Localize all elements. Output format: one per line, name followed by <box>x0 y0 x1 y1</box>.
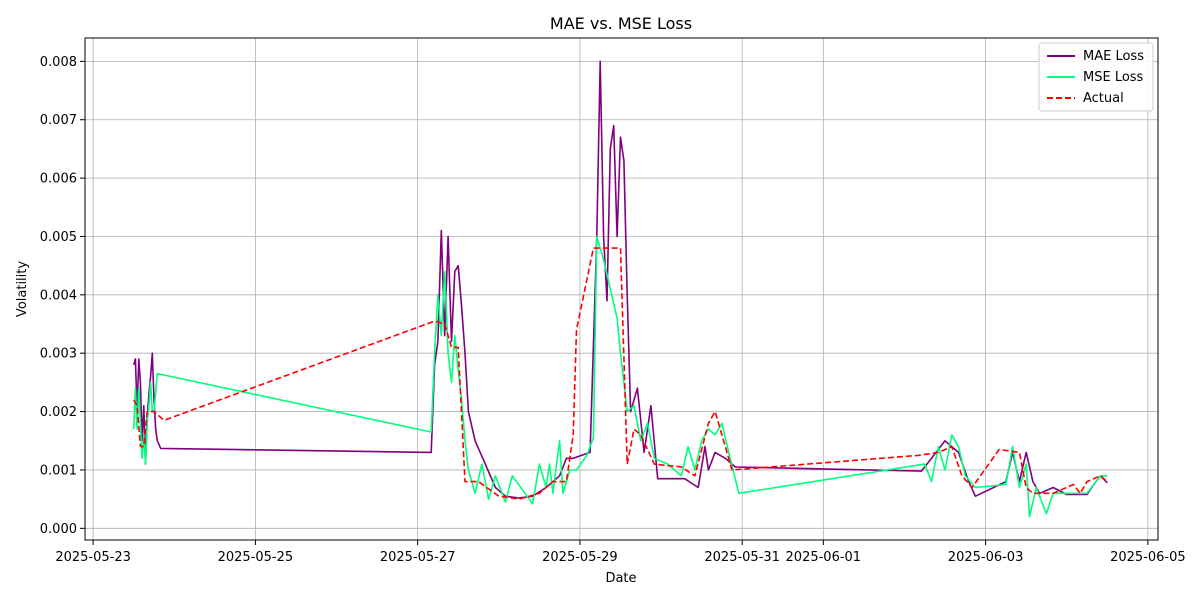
y-axis: 0.000 0.001 0.002 0.003 0.004 0.005 0.006 0.007… <box>40 55 85 537</box>
actual-line <box>133 247 1108 500</box>
grid-layer <box>85 38 1158 540</box>
y-tick-label: 0.002 <box>40 405 77 420</box>
y-axis-title: Volatility <box>15 261 30 317</box>
x-tick-label: 2025-05-25 <box>218 550 294 565</box>
x-tick-label: 2025-06-01 <box>786 550 862 565</box>
mse-loss-line <box>132 235 1108 518</box>
legend: MAE Loss MSE Loss Actual <box>1038 42 1154 112</box>
y-tick-label: 0.001 <box>40 463 77 478</box>
x-tick-label: 2025-05-23 <box>55 550 131 565</box>
legend-label-mae: MAE Loss <box>1083 49 1144 64</box>
legend-box <box>1038 42 1154 112</box>
x-tick-label: 2025-06-05 <box>1110 550 1186 565</box>
y-tick-label: 0.004 <box>40 288 77 303</box>
y-tick-label: 0.008 <box>40 55 77 70</box>
legend-label-mse: MSE Loss <box>1083 70 1144 85</box>
y-tick-label: 0.007 <box>40 113 77 128</box>
x-tick-label: 2025-05-29 <box>542 550 618 565</box>
y-tick-label: 0.000 <box>40 522 77 537</box>
plot-frame <box>84 37 1159 541</box>
x-tick-label: 2025-06-03 <box>948 550 1024 565</box>
x-axis: 2025-05-23 2025-05-25 2025-05-27 2025-05-29… <box>55 540 1186 565</box>
x-tick-label: 2025-05-31 <box>704 550 780 565</box>
chart-title: MAE vs. MSE Loss <box>550 14 692 33</box>
x-axis-title: Date <box>605 571 636 586</box>
series-layer <box>132 60 1108 518</box>
legend-label-actual: Actual <box>1083 91 1124 106</box>
y-tick-label: 0.003 <box>40 347 77 362</box>
x-tick-label: 2025-05-27 <box>380 550 456 565</box>
y-tick-label: 0.005 <box>40 230 77 245</box>
y-tick-label: 0.006 <box>40 172 77 187</box>
